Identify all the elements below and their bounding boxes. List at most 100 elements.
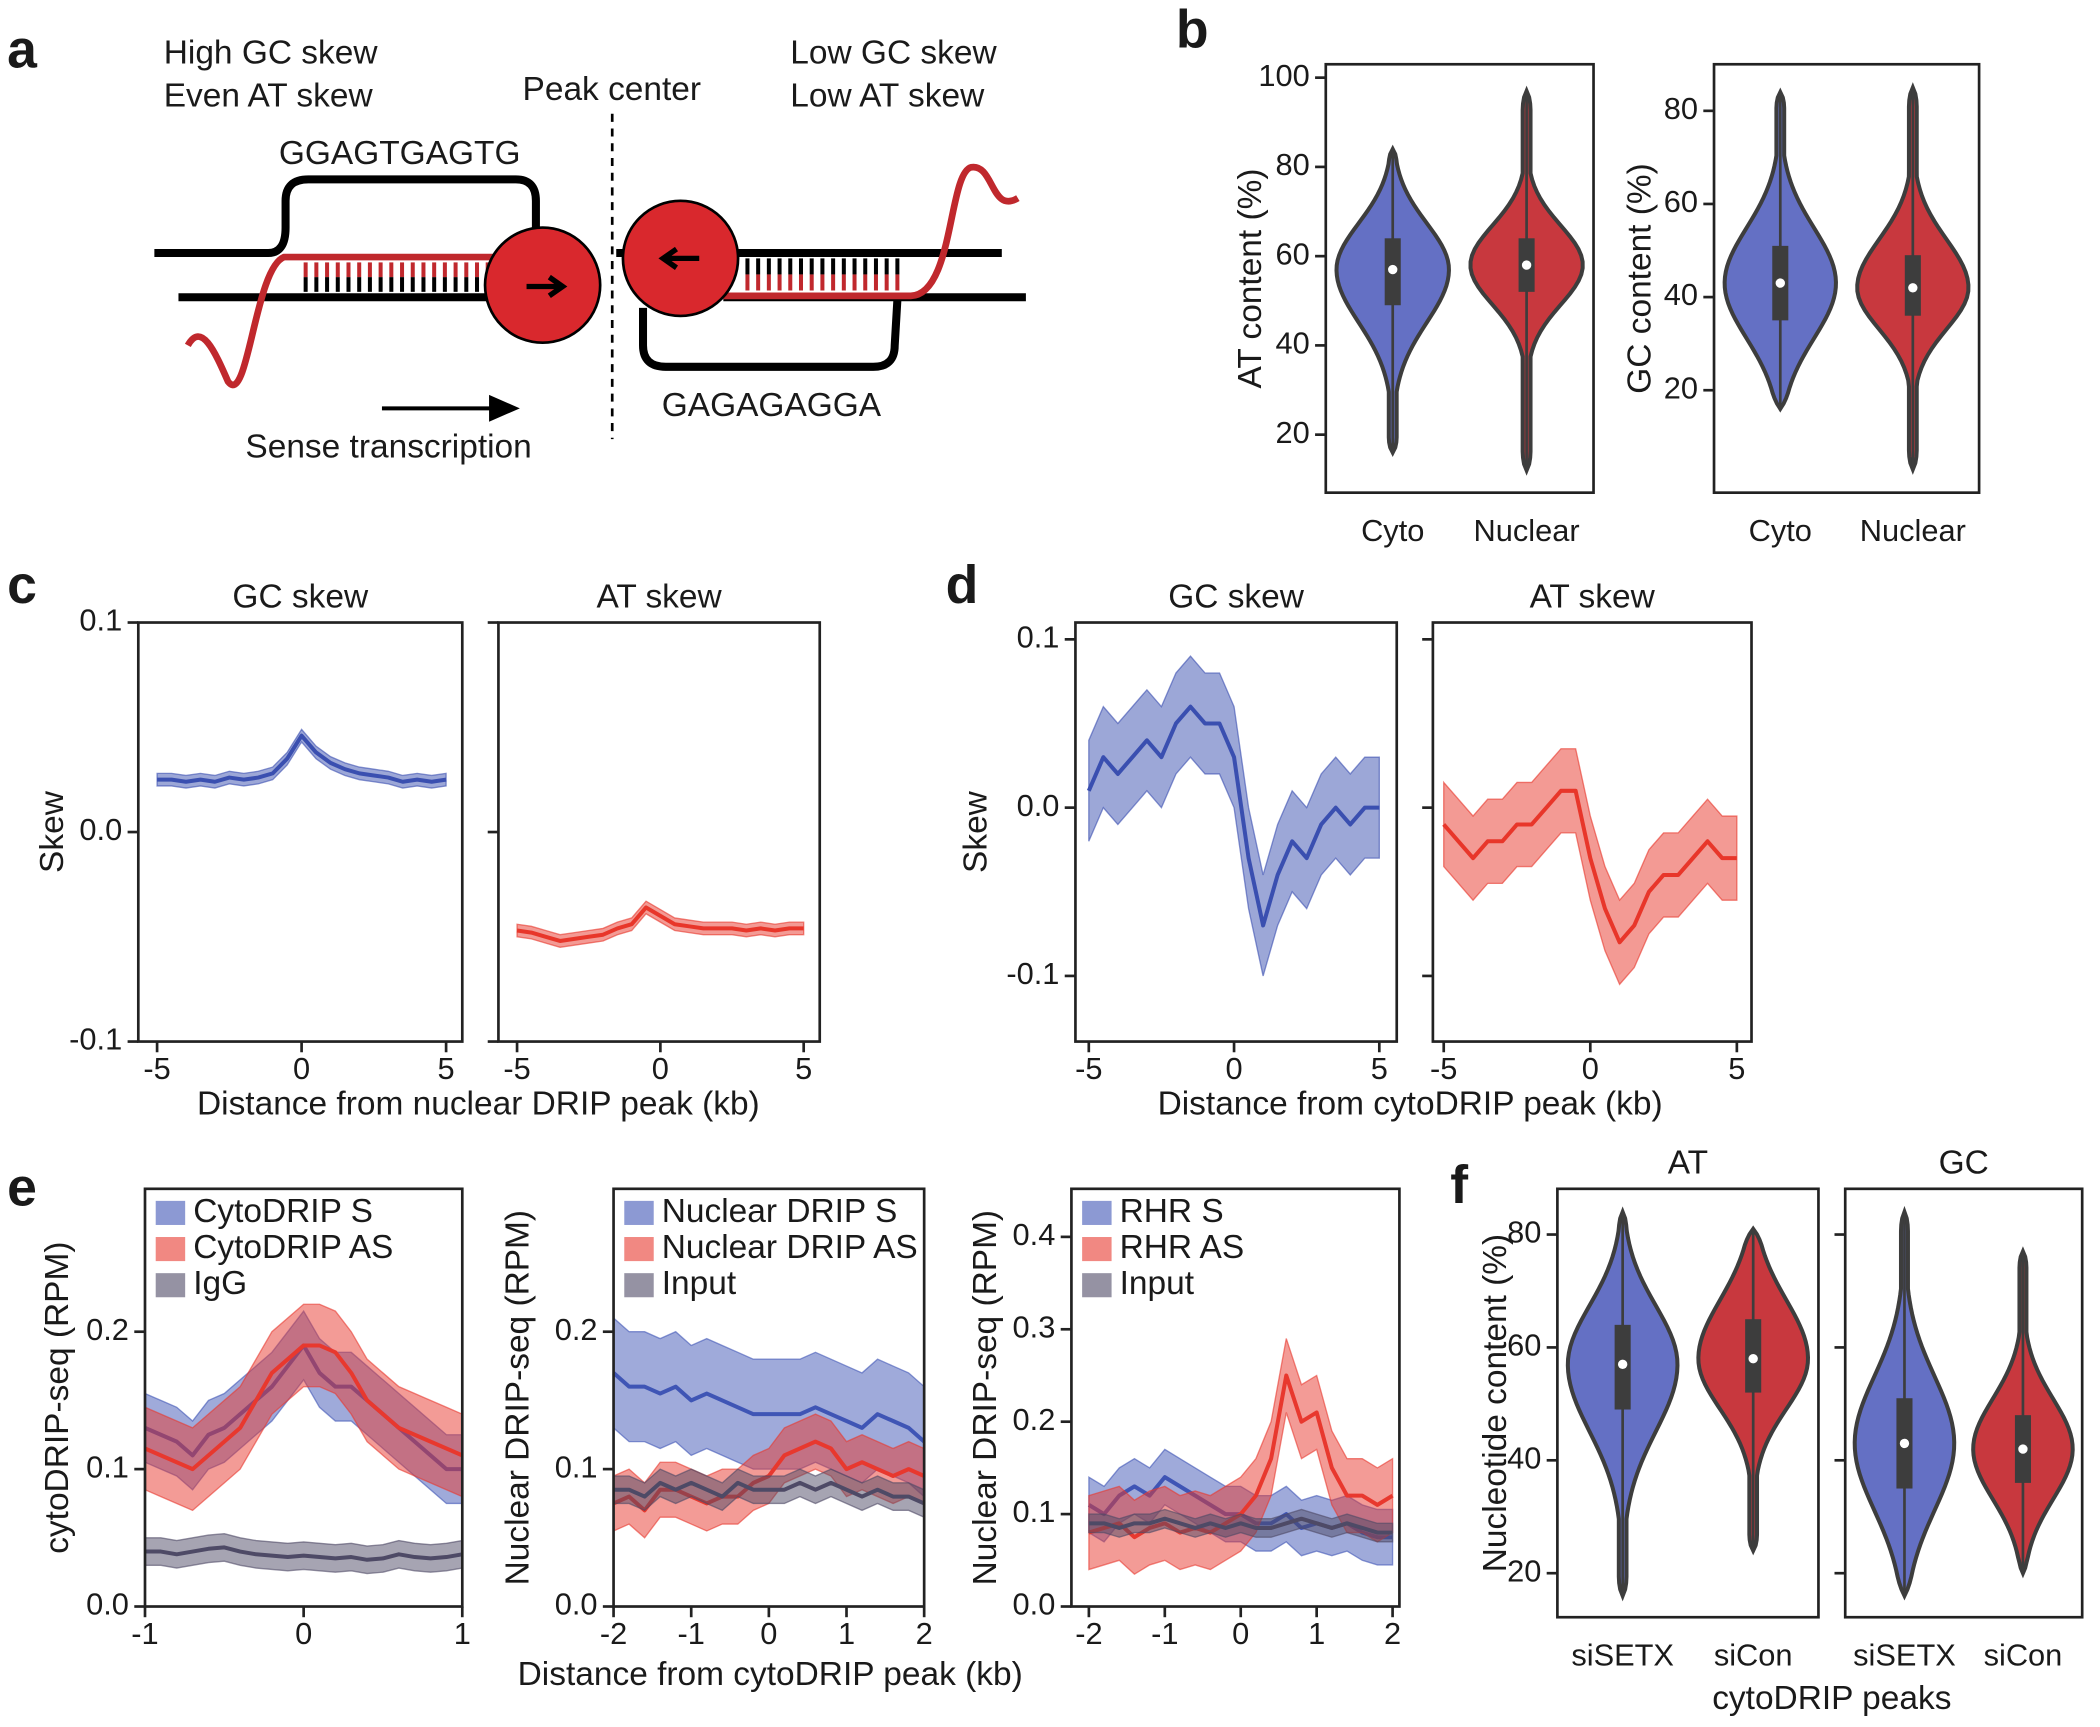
- y-axis-label: Skew: [958, 790, 995, 873]
- y-tick-label: 20: [1507, 1553, 1541, 1588]
- y-tick-label: 80: [1275, 147, 1309, 182]
- legend-swatch: [155, 1273, 186, 1298]
- x-tick-label: 0: [1232, 1616, 1249, 1651]
- x-axis-label: Distance from cytoDRIP peak (kb): [518, 1656, 1023, 1693]
- legend-label: Input: [662, 1265, 737, 1302]
- x-tick-label: 1: [1308, 1616, 1325, 1651]
- x-tick-label: Nuclear: [1860, 513, 1966, 548]
- violin-median: [1899, 1438, 1910, 1449]
- y-tick-label: -0.1: [1006, 956, 1059, 991]
- diagram-label: High GC skew: [164, 35, 379, 72]
- x-tick-label: 5: [1371, 1051, 1388, 1086]
- legend-label: Input: [1120, 1265, 1195, 1302]
- legend-label: Nuclear DRIP AS: [662, 1229, 918, 1266]
- x-tick-label: 2: [1384, 1616, 1401, 1651]
- x-axis-label: Distance from nuclear DRIP peak (kb): [197, 1086, 760, 1123]
- x-tick-label: 0: [1225, 1051, 1242, 1086]
- x-tick-label: Cyto: [1361, 513, 1424, 548]
- line: [1086, 704, 1380, 928]
- x-tick-label: 0: [293, 1051, 310, 1086]
- y-tick-label: 0.0: [79, 812, 122, 847]
- y-tick-label: 0.1: [1017, 619, 1060, 654]
- legend-swatch: [1082, 1200, 1112, 1225]
- y-tick-label: 60: [1664, 184, 1698, 219]
- x-tick-label: -2: [600, 1616, 627, 1651]
- legend-label: CytoDRIP S: [193, 1193, 373, 1230]
- plot-frame: [1324, 62, 1595, 495]
- y-axis-label: Skew: [34, 790, 71, 873]
- plot-frame: [497, 621, 822, 1043]
- y-tick-label: 0.0: [1017, 788, 1060, 823]
- arrow-label: Sense transcription: [245, 428, 531, 465]
- legend-label: IgG: [193, 1265, 247, 1302]
- plot-frame: [1843, 1187, 2084, 1619]
- line: [516, 905, 804, 943]
- x-tick-label: 0: [1582, 1051, 1599, 1086]
- x-tick-label: 5: [438, 1051, 455, 1086]
- diagram-label: Even AT skew: [164, 78, 374, 115]
- diagram-label: Peak center: [523, 71, 702, 108]
- y-tick-label: 0.0: [1013, 1587, 1056, 1622]
- x-tick-label: siSETX: [1853, 1638, 1956, 1673]
- violin-median: [1908, 283, 1918, 293]
- x-tick-label: 0: [652, 1051, 669, 1086]
- x-axis-label: Distance from cytoDRIP peak (kb): [1158, 1086, 1663, 1123]
- x-tick-label: siCon: [1984, 1638, 2063, 1673]
- direction-arrow: [658, 246, 700, 270]
- x-tick-label: siCon: [1714, 1638, 1793, 1673]
- legend-label: Nuclear DRIP S: [662, 1193, 897, 1230]
- rna-strand: [184, 253, 499, 389]
- y-tick-label: 80: [1507, 1215, 1541, 1250]
- y-tick-label: 20: [1664, 370, 1698, 405]
- line: [157, 733, 447, 784]
- y-tick-label: 100: [1258, 58, 1309, 93]
- panel-letter: d: [946, 556, 979, 615]
- y-tick-label: 0.4: [1013, 1217, 1056, 1252]
- legend-swatch: [624, 1273, 654, 1298]
- y-tick-label: 0.1: [79, 603, 122, 638]
- y-tick-label: 0.1: [86, 1449, 129, 1484]
- dna-strand: [639, 299, 902, 371]
- diagram-label: Low GC skew: [790, 35, 997, 72]
- x-tick-label: -1: [131, 1616, 158, 1651]
- panel-chart: Nuclear DRIP-seq (RPM) Distance from cyto…: [500, 1187, 1023, 1693]
- y-tick-label: 0.1: [1013, 1494, 1056, 1529]
- x-tick-label: Cyto: [1749, 513, 1812, 548]
- legend-label: RHR S: [1120, 1193, 1224, 1230]
- panel-chart: AT skew -5 0 5: [487, 578, 822, 1086]
- panel-chart: AT Nucleotide content (%) cytoDRIP peaks 20…: [1477, 1145, 1951, 1718]
- violin-median: [1775, 278, 1785, 288]
- y-axis-label: Nuclear DRIP-seq (RPM): [967, 1210, 1004, 1585]
- confidence-band: [144, 1303, 463, 1512]
- x-tick-label: 5: [1728, 1051, 1745, 1086]
- x-tick-label: -5: [143, 1051, 170, 1086]
- chart-title: GC skew: [232, 578, 369, 615]
- direction-arrow: [526, 274, 568, 299]
- y-axis-label: GC content (%): [1622, 163, 1659, 394]
- legend-label: CytoDRIP AS: [193, 1229, 393, 1266]
- x-tick-label: 1: [454, 1616, 471, 1651]
- line: [1088, 1516, 1393, 1535]
- x-tick-label: -2: [1075, 1616, 1102, 1651]
- panel-chart: AT content (%)20 40 60 80 100 Cyto Nuclear: [1232, 58, 1595, 548]
- panel-letter: f: [1450, 1156, 1468, 1215]
- plot-frame: [1556, 1187, 1820, 1619]
- y-tick-label: 0.3: [1013, 1309, 1056, 1344]
- plot-frame: [1431, 621, 1753, 1043]
- chart-title: AT skew: [596, 578, 722, 615]
- plot-frame: [1074, 621, 1399, 1043]
- line: [144, 1343, 464, 1472]
- plot-frame: [1070, 1187, 1401, 1608]
- panel-letter: b: [1176, 1, 1209, 60]
- y-tick-label: 60: [1507, 1328, 1541, 1363]
- chart-title: GC skew: [1168, 578, 1305, 615]
- legend-swatch: [155, 1200, 186, 1225]
- x-tick-label: 5: [795, 1051, 812, 1086]
- panel-chart: GC siSETX siCon: [1834, 1145, 2084, 1673]
- line: [1442, 788, 1737, 945]
- panel-letter: a: [7, 21, 38, 80]
- x-tick-label: Nuclear: [1474, 513, 1580, 548]
- sequence-label: GAGAGAGGA: [662, 387, 882, 424]
- line: [612, 1371, 926, 1444]
